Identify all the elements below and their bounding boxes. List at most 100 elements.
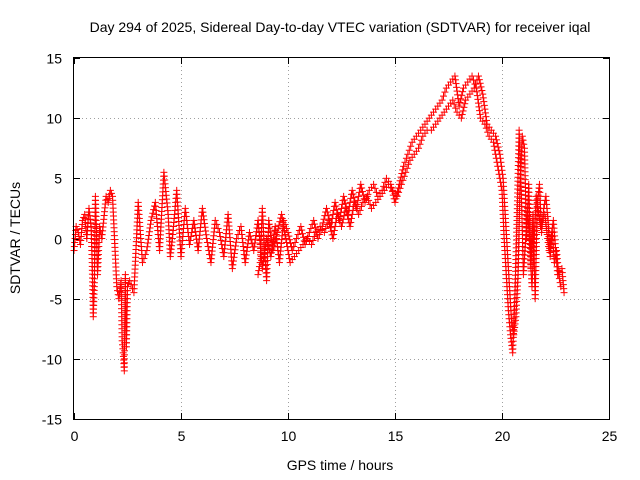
data-point <box>213 220 221 228</box>
data-point <box>358 184 366 192</box>
x-tick-label: 5 <box>178 428 186 444</box>
data-point <box>147 216 155 224</box>
data-point <box>484 128 492 136</box>
data-point <box>299 230 307 238</box>
data-point <box>482 113 490 121</box>
data-point <box>283 239 291 247</box>
data-point <box>278 214 286 222</box>
data-point <box>457 95 465 103</box>
data-point <box>343 212 351 220</box>
data-point <box>479 90 487 98</box>
data-point <box>188 228 196 236</box>
data-point <box>254 271 262 279</box>
data-point <box>365 196 373 204</box>
data-point <box>265 216 273 224</box>
data-point <box>251 239 259 247</box>
data-point <box>200 216 208 224</box>
data-point <box>217 237 225 245</box>
data-point <box>298 226 306 234</box>
data-point <box>370 180 378 188</box>
data-point <box>282 235 290 242</box>
data-point <box>366 200 374 208</box>
data-point <box>330 206 338 214</box>
data-point <box>231 250 238 258</box>
data-point <box>475 103 483 111</box>
data-point <box>265 220 273 228</box>
data-point <box>468 72 476 80</box>
data-point <box>202 231 210 239</box>
data-point <box>283 243 291 251</box>
data-point <box>459 88 467 96</box>
data-point <box>480 101 488 109</box>
data-point <box>250 243 258 251</box>
data-point <box>560 289 568 297</box>
data-point <box>357 202 365 210</box>
data-point <box>441 88 449 96</box>
data-point <box>494 143 502 151</box>
data-point <box>148 213 156 221</box>
data-point <box>145 231 153 239</box>
data-point <box>106 186 114 194</box>
data-point <box>294 230 302 238</box>
data-point <box>391 198 399 206</box>
data-point <box>320 228 328 236</box>
data-point <box>144 235 152 243</box>
data-point <box>330 230 338 238</box>
data-point <box>451 76 459 84</box>
data-point <box>326 224 334 232</box>
data-point <box>347 194 355 202</box>
data-point <box>232 242 240 250</box>
data-point <box>138 259 146 267</box>
data-point <box>355 210 363 218</box>
data-point <box>404 150 412 158</box>
plot-frame <box>73 57 610 420</box>
data-point <box>281 230 289 238</box>
data-point <box>395 188 403 196</box>
data-point <box>104 198 112 206</box>
data-point <box>476 107 484 115</box>
data-point <box>270 243 278 251</box>
data-point <box>475 76 483 84</box>
data-point <box>405 160 413 168</box>
data-point <box>290 243 298 251</box>
data-point <box>218 241 226 249</box>
data-point <box>460 103 468 111</box>
data-point <box>198 204 206 212</box>
data-point <box>363 192 371 200</box>
data-point <box>480 98 488 106</box>
data-point <box>73 225 81 233</box>
data-point <box>359 191 367 199</box>
data-point <box>355 192 363 200</box>
data-point <box>458 111 466 119</box>
data-point <box>96 222 104 230</box>
data-point <box>481 105 489 113</box>
data-point <box>476 79 484 87</box>
x-tick-label: 15 <box>388 428 404 444</box>
data-points <box>70 72 568 375</box>
data-point <box>343 208 351 216</box>
data-point <box>284 247 292 255</box>
data-point <box>280 226 288 234</box>
data-point <box>497 158 505 166</box>
data-point <box>450 100 458 108</box>
data-point <box>330 226 338 234</box>
data-point <box>416 140 424 148</box>
data-point <box>496 150 504 158</box>
data-point <box>331 198 339 206</box>
data-point <box>325 216 333 224</box>
data-point <box>451 72 459 80</box>
data-point <box>349 190 357 198</box>
data-point <box>124 283 131 291</box>
y-tick-label: 5 <box>54 171 62 187</box>
data-point <box>495 147 503 155</box>
data-point <box>229 261 237 269</box>
data-point <box>492 136 500 144</box>
data-point <box>519 136 527 144</box>
data-point <box>474 72 482 80</box>
data-point <box>229 257 237 265</box>
data-point <box>481 109 489 117</box>
data-point <box>358 188 366 196</box>
data-point <box>356 206 364 214</box>
data-point <box>470 84 478 92</box>
data-point <box>371 184 379 192</box>
